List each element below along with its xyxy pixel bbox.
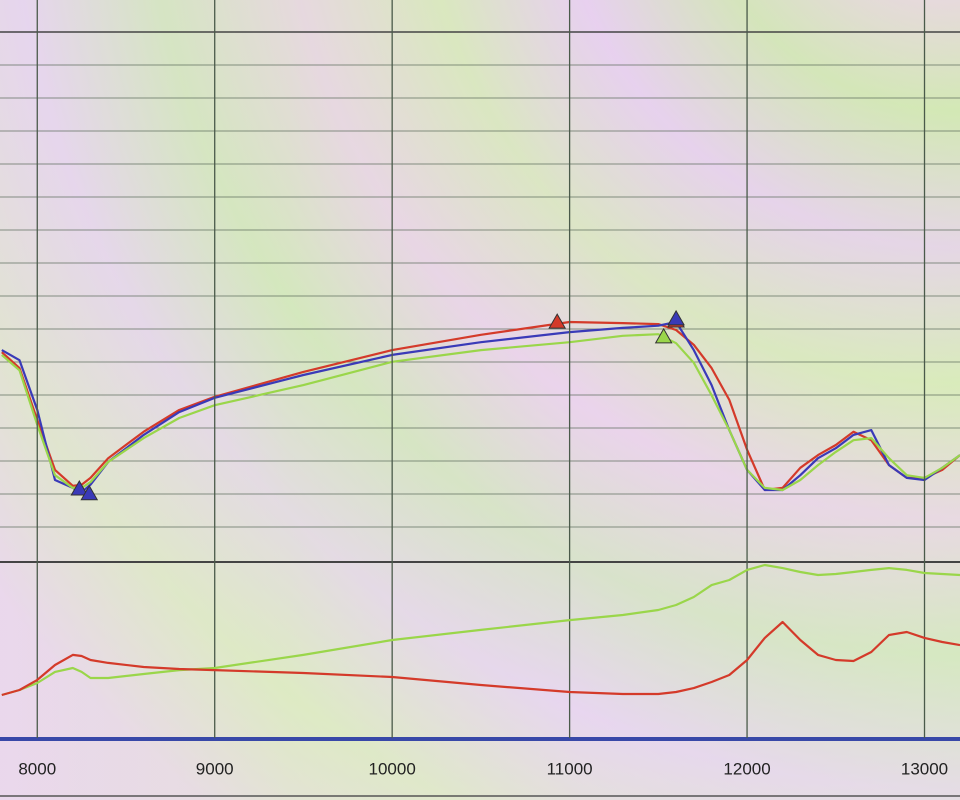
x-tick-label: 9000 xyxy=(196,759,234,778)
marker-triangle xyxy=(80,484,99,501)
series-line xyxy=(1,620,960,697)
marker-triangle xyxy=(548,313,567,329)
x-tick-label: 12000 xyxy=(723,759,770,778)
x-tick-label: 11000 xyxy=(547,759,593,778)
series-line xyxy=(1,333,960,492)
x-tick-label: 13000 xyxy=(901,759,948,778)
series-line xyxy=(1,563,960,697)
x-tick-label: 10000 xyxy=(369,759,416,778)
marker-triangle xyxy=(70,480,89,496)
marker-triangle xyxy=(654,327,673,344)
marker-triangle xyxy=(667,309,685,326)
series-line xyxy=(1,320,960,494)
x-tick-label: 8000 xyxy=(18,759,56,778)
series-line xyxy=(1,320,960,492)
